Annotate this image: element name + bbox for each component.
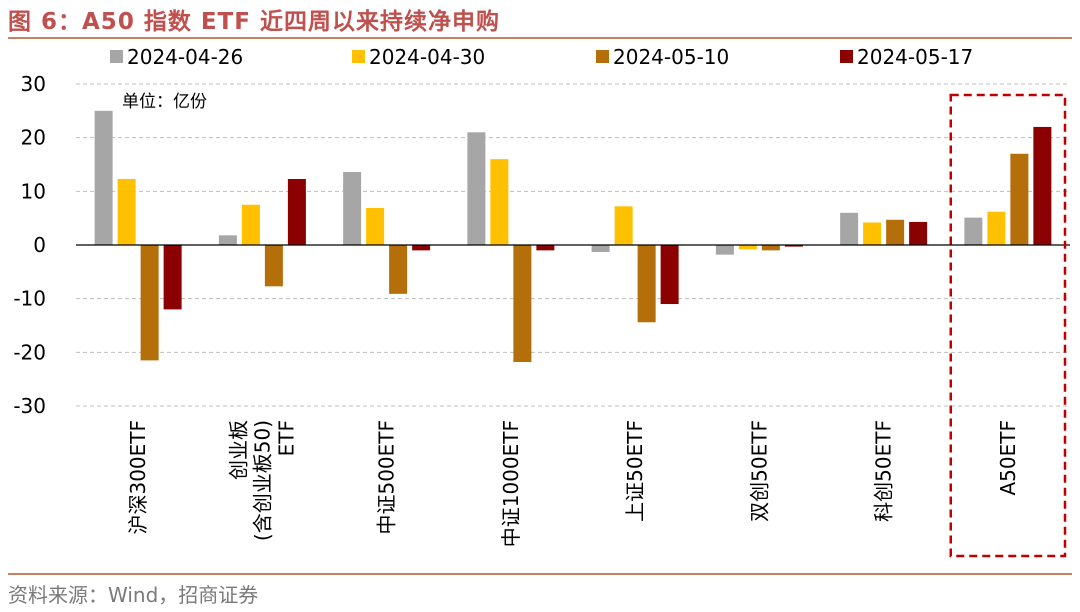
legend-swatch (352, 50, 365, 63)
title-divider (8, 37, 1072, 39)
x-tick-label: ETF (274, 420, 298, 456)
bar (909, 221, 928, 245)
x-tick-label: A50ETF (996, 420, 1020, 496)
bar (660, 245, 679, 305)
y-axis: -30 -20 -10 0 10 20 30 (13, 72, 46, 418)
grid-lines (76, 83, 1070, 407)
bar (1033, 126, 1052, 245)
source-note: 资料来源：Wind，招商证券 (8, 583, 259, 607)
bar (241, 204, 260, 245)
bar (218, 235, 237, 245)
bar (490, 159, 509, 245)
bar (287, 178, 306, 245)
chart-title: 图 6：A50 指数 ETF 近四周以来持续净申购 (8, 9, 500, 35)
x-tick-label: 沪深300ETF (126, 420, 150, 535)
legend-label: 2024-05-17 (857, 45, 973, 69)
bar (366, 207, 385, 245)
bar (886, 219, 905, 245)
y-tick-label: 10 (21, 179, 46, 203)
bar (513, 245, 532, 362)
bar (761, 245, 780, 251)
x-tick-label: 中证500ETF (375, 420, 399, 535)
y-tick-label: -20 (13, 340, 46, 364)
highlight-box (949, 93, 1067, 558)
bar (94, 110, 113, 245)
bars (94, 110, 1052, 362)
legend-label: 2024-04-30 (369, 45, 485, 69)
y-tick-label: -10 (13, 287, 46, 311)
bar (536, 245, 555, 251)
bar (412, 245, 431, 251)
unit-note: 单位：亿份 (122, 92, 207, 112)
bar (738, 245, 757, 250)
source-divider (8, 573, 1072, 575)
bar (964, 217, 983, 245)
legend-swatch (596, 50, 609, 63)
y-tick-label: -30 (13, 394, 46, 418)
bar (343, 172, 362, 245)
bar (140, 245, 159, 361)
x-tick-label: 上证50ETF (623, 420, 647, 522)
bar (784, 245, 803, 247)
bar (591, 245, 610, 252)
bar (715, 245, 734, 255)
y-tick-label: 0 (33, 233, 46, 257)
legend: 2024-04-26 2024-04-30 2024-05-10 2024-05-17 (110, 45, 973, 69)
legend-label: 2024-05-10 (613, 45, 729, 69)
legend-label: 2024-04-26 (127, 45, 243, 69)
x-tick-label: 科创50ETF (872, 420, 896, 522)
bar (614, 206, 633, 245)
legend-swatch (840, 50, 853, 63)
x-tick-label: 创业板 (226, 420, 250, 480)
x-tick-label: (含创业板50) (250, 420, 274, 541)
bar (1010, 153, 1029, 245)
bar (117, 178, 136, 245)
bar (163, 245, 182, 310)
bar (840, 212, 859, 245)
bar (863, 222, 882, 245)
bar (467, 132, 486, 245)
bar (987, 211, 1006, 245)
x-tick-label: 双创50ETF (747, 420, 771, 522)
y-tick-label: 20 (21, 126, 46, 150)
x-axis: 沪深300ETF 创业板 (含创业板50) ETF 中证500ETF 中证1000ETF 上… (76, 244, 1070, 547)
bar (264, 245, 283, 287)
bar (389, 245, 408, 294)
bar (637, 245, 656, 323)
legend-swatch (110, 50, 123, 63)
x-tick-label: 中证1000ETF (499, 420, 523, 547)
y-tick-label: 30 (21, 72, 46, 96)
